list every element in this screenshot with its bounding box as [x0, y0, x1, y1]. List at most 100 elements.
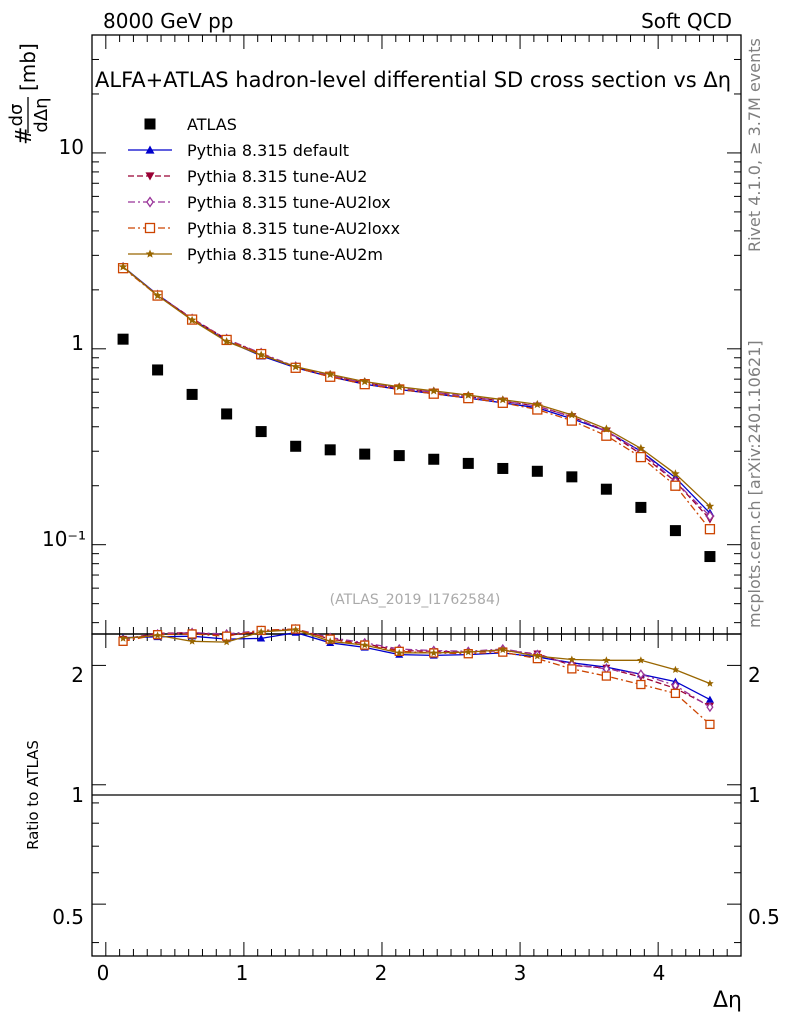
data-point: [533, 652, 542, 660]
data-point: [257, 634, 266, 642]
data-point: [568, 655, 576, 663]
ratio-tick-labels-right: 0.5 1 2: [748, 663, 780, 929]
data-point: [602, 656, 611, 664]
legend-label: Pythia 8.315 tune-AU2lox: [187, 193, 391, 212]
main-series: [117, 261, 716, 563]
data-point: [359, 448, 371, 460]
data-point: [637, 669, 645, 680]
y-axis-label: # dσ dΔη [mb]: [6, 43, 52, 145]
x-tick-label: 1: [236, 961, 249, 985]
legend-symbol: [128, 222, 172, 234]
data-point: [119, 634, 127, 642]
legend-label: ATLAS: [187, 115, 237, 134]
legend-label: Pythia 8.315 tune-AU2m: [187, 245, 383, 264]
ratio-series-1: [119, 628, 714, 703]
ylabel-unit: [mb]: [16, 43, 40, 91]
data-point: [152, 364, 164, 376]
header-right: Soft QCD: [641, 9, 732, 33]
data-point: [497, 462, 509, 474]
data-point: [428, 453, 440, 465]
data-point: [360, 377, 369, 386]
data-point: [669, 525, 681, 537]
data-point: [705, 501, 715, 510]
data-point: [499, 645, 507, 653]
x-tick-label: 0: [97, 961, 110, 985]
y-tick-labels: 10⁻¹ 1 10: [42, 135, 86, 551]
data-point: [705, 719, 715, 730]
data-point: [186, 388, 198, 400]
series-line: [122, 266, 711, 520]
legend-symbols: [128, 118, 172, 258]
ratio-series-5: [119, 625, 714, 687]
x-tick-label: 3: [514, 961, 527, 985]
data-point: [531, 465, 543, 477]
data-point: [600, 483, 612, 495]
data-point: [602, 424, 611, 433]
data-point: [637, 656, 645, 664]
data-point: [118, 262, 128, 271]
data-point: [670, 480, 681, 491]
ratio-tick-labels-left: 0.5 1 2: [52, 663, 84, 929]
data-point: [566, 471, 578, 483]
rivet-label: Rivet 4.1.0, ≥ 3.7M events: [745, 38, 764, 252]
data-point: [324, 444, 336, 456]
ratio-tick-label-right: 0.5: [748, 905, 780, 929]
data-point: [429, 386, 438, 395]
data-point: [117, 333, 129, 345]
data-point: [705, 695, 714, 703]
ylabel-fraction-top: dσ: [6, 104, 27, 127]
mcplots-label: mcplots.cern.ch [arXiv:2401.10621]: [745, 340, 764, 628]
data-point: [704, 524, 716, 535]
legend: ATLAS Pythia 8.315 default Pythia 8.315 …: [128, 115, 400, 264]
analysis-watermark: (ATLAS_2019_I1762584): [330, 592, 501, 608]
legend-symbol: [128, 196, 172, 208]
series-4: [117, 263, 716, 535]
data-point: [256, 350, 266, 359]
ratio-series-2: [119, 625, 714, 710]
data-point: [671, 665, 680, 673]
ylabel-fraction-bottom: dΔη: [31, 97, 52, 132]
legend-label: Pythia 8.315 default: [187, 141, 349, 160]
data-point: [635, 501, 647, 513]
data-point: [705, 510, 714, 522]
ylabel-prefix: #: [12, 127, 37, 145]
legend-label: Pythia 8.315 tune-AU2loxx: [187, 219, 400, 238]
data-point: [222, 337, 231, 346]
data-point: [395, 648, 403, 657]
data-point: [146, 196, 154, 208]
y-tick-label: 10⁻¹: [42, 527, 86, 551]
ratio-line: [122, 628, 711, 707]
data-point: [188, 637, 196, 645]
data-point: [567, 410, 577, 419]
data-point: [636, 443, 646, 453]
data-point: [704, 551, 716, 563]
data-point: [325, 369, 335, 379]
series-line: [122, 267, 711, 530]
series-line: [122, 266, 711, 517]
data-point: [257, 627, 265, 636]
data-point: [326, 637, 334, 645]
ratio-tick-label: 0.5: [52, 905, 84, 929]
ratio-series-4: [118, 624, 715, 730]
data-point: [222, 638, 231, 646]
legend-symbol: [128, 172, 172, 181]
data-point: [670, 688, 681, 699]
data-point: [395, 382, 404, 391]
data-point: [567, 664, 577, 674]
data-point: [601, 430, 612, 441]
ratio-tick-label: 1: [71, 783, 84, 807]
ratio-line: [122, 628, 711, 708]
data-point: [498, 395, 508, 404]
data-point: [566, 415, 577, 426]
data-point: [430, 648, 438, 657]
ratio-line: [123, 629, 711, 685]
data-point: [462, 457, 474, 469]
data-point: [221, 408, 233, 420]
ratio-line: [123, 631, 711, 701]
chart-title: ALFA+ATLAS hadron-level differential SD …: [95, 68, 731, 92]
data-point: [464, 648, 473, 656]
data-point: [145, 172, 155, 181]
y-tick-label: 10: [59, 135, 84, 159]
x-tick-label: 4: [653, 961, 666, 985]
data-point: [145, 249, 155, 258]
